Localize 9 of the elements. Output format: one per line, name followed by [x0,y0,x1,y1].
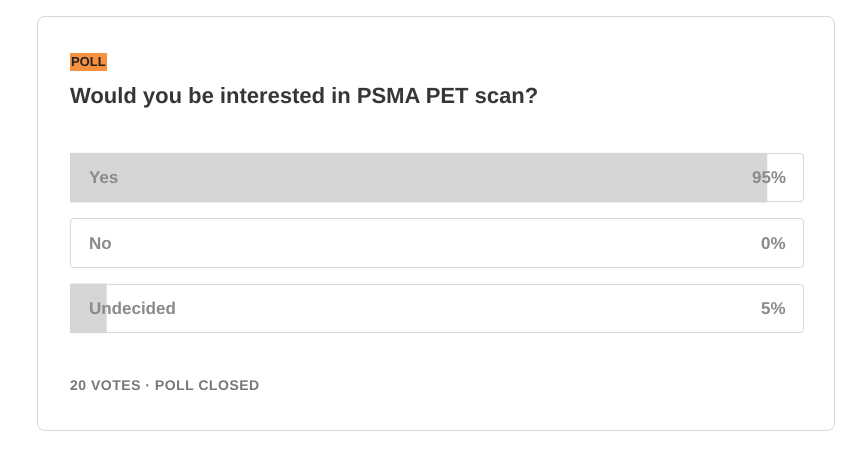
y-tick-label: Undecided [89,299,176,318]
data-label: 5% [761,299,786,318]
text: 20 VOTES · POLL CLOSED [70,377,260,393]
chart-title: Would you be interested in PSMA PET scan? [70,83,538,109]
chart-subtitle: POLL [70,53,107,71]
y-tick-label: Yes [89,168,118,187]
data-label: 95% [752,168,786,187]
y-tick-label: No [89,234,112,253]
data-label: 0% [761,234,786,253]
